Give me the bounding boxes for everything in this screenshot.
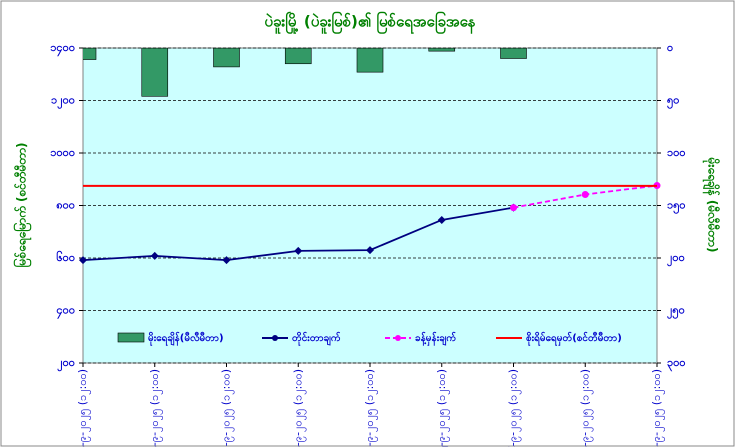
y2-tick-label: ၁၅၀	[667, 199, 686, 215]
y-tick-label: ၁၄၀၀	[50, 41, 75, 57]
x-tick-label: ၂၃-၉-၂၀၂၅ (၁၂:၀၀)	[291, 369, 306, 447]
y2-tick-label: ၂၀၀	[667, 251, 685, 267]
y2-tick-label: ၁၀၀	[667, 146, 686, 159]
y-tick-label: ၄၀၀	[56, 304, 75, 320]
point	[79, 256, 87, 265]
bar	[213, 48, 240, 68]
point	[150, 251, 159, 260]
point	[510, 204, 517, 212]
legend-swatch	[117, 332, 145, 343]
bar	[83, 48, 97, 60]
point	[581, 190, 589, 198]
bar	[356, 48, 384, 73]
point	[294, 246, 303, 255]
y-tick-label: ၆၀၀	[56, 251, 75, 264]
legend-label: ခန့်မှန်းချက်	[415, 331, 456, 347]
x-tick-label: ၂၀-၉-၂၀၂၅ (၁၂:၀၀)	[76, 369, 91, 447]
y2-tick-label: ၃၀၀	[667, 356, 686, 372]
x-tick-label: ၂၅-၉-၂၀၂၅ (၁၂:၀၀)	[435, 369, 450, 447]
legend-marker	[395, 335, 401, 341]
point	[366, 246, 374, 255]
bar	[141, 48, 169, 97]
y-axis-label: မြစ်ရေမြောက် (စင်တီမီတာ)	[12, 142, 33, 267]
x-tick-label: ၂၇-၉-၂၀၂၅ (၁၂:၀၀)	[578, 369, 593, 447]
point	[437, 215, 446, 224]
y-tick-label: ၂၀၀	[57, 356, 75, 372]
bar	[284, 48, 312, 65]
point	[222, 256, 231, 265]
x-tick-label: ၂၄-၉-၂၀၂၅ (၁၂:၀၀)	[363, 369, 378, 447]
bar	[428, 48, 456, 52]
y2-tick-label: ၀	[667, 41, 673, 54]
y2-tick-label: ၅၀	[667, 94, 679, 110]
legend-label: မိုးရေချိန်(မီလီမီတာ)	[148, 331, 224, 347]
y2-tick-label: ၂၅၀	[667, 304, 685, 320]
legend-marker	[272, 335, 278, 341]
y-tick-label: ၁၂၀၀	[51, 94, 75, 110]
x-tick-label: ၂၈-၉-၂၀၂၅ (၁၂:၀၀)	[650, 369, 665, 447]
legend-label: တိုင်းတာချက်	[292, 331, 341, 347]
y-tick-label: ၁၀၀၀	[50, 146, 75, 159]
bar	[500, 48, 527, 59]
plot-content	[83, 48, 527, 97]
x-tick-label: ၂၂-၉-၂၀၂၅ (၁၂:၀၀)	[220, 369, 235, 447]
legend-label: စိုးရိမ်ရေမှတ်(စင်တီမီတာ)	[526, 331, 622, 347]
y-tick-label: ၈၀၀	[56, 199, 75, 212]
x-tick-label: ၂၆-၉-၂၀၂၅ (၁၂:၀၀)	[507, 369, 522, 447]
x-tick-label: ၂၁-၉-၂၀၂၅ (၁၂:၀၀)	[148, 369, 163, 447]
y2-axis-label: မိုးရေချိန် (မီလီမီတာ)	[702, 157, 722, 253]
